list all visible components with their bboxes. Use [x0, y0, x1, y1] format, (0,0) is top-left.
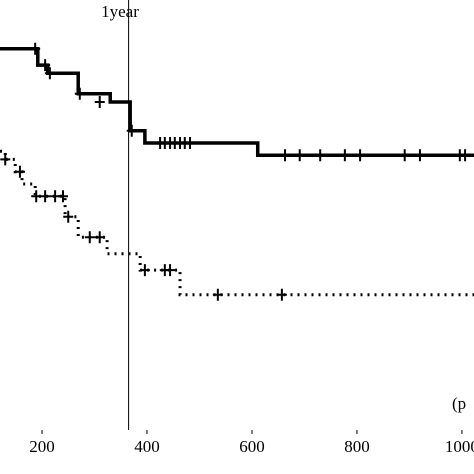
x-tick-label: 800	[344, 437, 370, 456]
censor-mark	[84, 231, 95, 244]
censor-mark	[126, 124, 137, 137]
censor-mark	[339, 149, 350, 162]
x-tick-label: 200	[29, 437, 55, 456]
censor-mark	[31, 190, 42, 203]
x-tick-label: 1000	[445, 437, 474, 456]
censor-mark	[212, 288, 223, 301]
censor-mark	[399, 149, 410, 162]
censor-mark	[44, 67, 55, 80]
censor-mark	[165, 264, 176, 277]
x-tick-label: 400	[134, 437, 160, 456]
censor-mark	[460, 149, 471, 162]
x-tick-label: 600	[239, 437, 265, 456]
censor-mark	[0, 153, 11, 166]
censor-mark	[40, 190, 51, 203]
censor-mark	[94, 96, 105, 108]
censor-mark	[139, 264, 150, 277]
survival-curve	[0, 46, 474, 158]
censor-mark	[30, 42, 41, 55]
censor-mark	[414, 149, 425, 162]
censor-mark	[57, 190, 68, 203]
reference-label: 1year	[101, 2, 139, 21]
censor-mark	[94, 231, 105, 244]
censor-mark	[294, 149, 305, 162]
censor-mark	[185, 137, 196, 149]
censor-mark	[14, 165, 25, 178]
x-axis-label: (p	[452, 394, 466, 413]
censor-mark	[63, 210, 74, 223]
censor-mark	[355, 149, 366, 162]
censor-mark	[280, 149, 291, 162]
censor-mark	[40, 59, 51, 72]
censor-mark	[276, 288, 287, 301]
censor-mark	[74, 87, 85, 100]
survival-curve	[0, 149, 474, 297]
censor-mark	[315, 149, 326, 162]
